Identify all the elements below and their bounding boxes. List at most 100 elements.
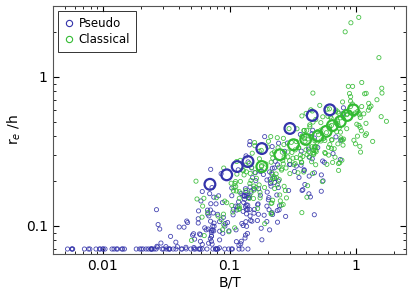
- Point: [246, 196, 253, 201]
- Point: [266, 227, 273, 232]
- Point: [243, 170, 250, 174]
- Point: [285, 155, 291, 159]
- Point: [183, 219, 190, 223]
- Point: [181, 225, 187, 230]
- Point: [283, 166, 289, 171]
- Point: [363, 131, 370, 136]
- Point: [280, 202, 286, 207]
- Point: [337, 130, 344, 135]
- Point: [309, 135, 315, 139]
- Point: [261, 185, 268, 190]
- Point: [208, 228, 215, 233]
- Point: [358, 104, 365, 109]
- Point: [289, 150, 295, 155]
- Point: [238, 191, 244, 196]
- Point: [235, 168, 241, 172]
- Point: [242, 204, 249, 209]
- Point: [64, 247, 71, 251]
- Point: [308, 144, 315, 149]
- Point: [269, 172, 275, 176]
- Point: [259, 164, 265, 169]
- Point: [314, 129, 321, 134]
- Point: [328, 123, 335, 128]
- Point: [248, 178, 254, 183]
- Point: [209, 228, 216, 232]
- Point: [340, 112, 346, 117]
- Point: [246, 194, 253, 198]
- Point: [335, 123, 342, 128]
- Point: [210, 211, 217, 215]
- Point: [275, 145, 281, 150]
- Point: [229, 193, 235, 198]
- Point: [257, 169, 263, 174]
- Point: [321, 150, 328, 155]
- Point: [326, 124, 333, 129]
- Point: [228, 181, 234, 186]
- Point: [337, 157, 344, 162]
- Point: [337, 119, 344, 124]
- Point: [318, 173, 325, 177]
- Point: [335, 161, 342, 166]
- Point: [306, 191, 312, 196]
- Point: [267, 177, 273, 181]
- Point: [311, 151, 317, 155]
- Point: [151, 247, 157, 251]
- Point: [343, 109, 349, 114]
- Point: [223, 173, 230, 177]
- Point: [352, 141, 359, 146]
- Point: [354, 109, 361, 114]
- Point: [274, 208, 281, 213]
- Point: [298, 163, 304, 168]
- Point: [272, 159, 279, 164]
- Point: [148, 247, 155, 251]
- Point: [236, 206, 243, 211]
- Point: [315, 132, 322, 137]
- Point: [308, 134, 314, 139]
- Point: [256, 156, 263, 161]
- Point: [301, 167, 307, 172]
- Point: [304, 183, 311, 188]
- Point: [219, 227, 226, 232]
- Point: [232, 225, 238, 230]
- Point: [69, 247, 76, 251]
- Point: [267, 134, 274, 139]
- Point: [173, 240, 179, 245]
- Point: [258, 226, 265, 231]
- Point: [307, 124, 313, 129]
- Point: [302, 137, 309, 142]
- Point: [155, 222, 162, 227]
- Point: [243, 153, 249, 158]
- Point: [220, 231, 226, 236]
- Point: [241, 197, 248, 202]
- Point: [374, 97, 380, 102]
- Point: [183, 245, 189, 250]
- Point: [245, 159, 251, 164]
- Point: [269, 212, 276, 217]
- Point: [335, 109, 341, 114]
- Point: [166, 247, 173, 251]
- Point: [349, 101, 356, 106]
- Point: [356, 112, 363, 117]
- Point: [209, 224, 216, 228]
- Point: [276, 193, 283, 197]
- Point: [197, 239, 204, 244]
- Point: [191, 245, 197, 250]
- Point: [311, 136, 318, 140]
- Point: [179, 247, 185, 251]
- Point: [281, 142, 287, 147]
- Point: [251, 140, 258, 145]
- Point: [298, 149, 304, 153]
- Point: [209, 242, 215, 247]
- Point: [145, 247, 152, 251]
- Point: [290, 156, 296, 160]
- Point: [278, 203, 285, 208]
- Point: [344, 112, 350, 117]
- Point: [197, 232, 204, 237]
- Point: [253, 176, 260, 181]
- Point: [100, 247, 106, 251]
- Point: [247, 139, 253, 144]
- Point: [305, 145, 312, 150]
- Point: [250, 183, 257, 188]
- Point: [240, 193, 246, 198]
- Point: [339, 138, 346, 142]
